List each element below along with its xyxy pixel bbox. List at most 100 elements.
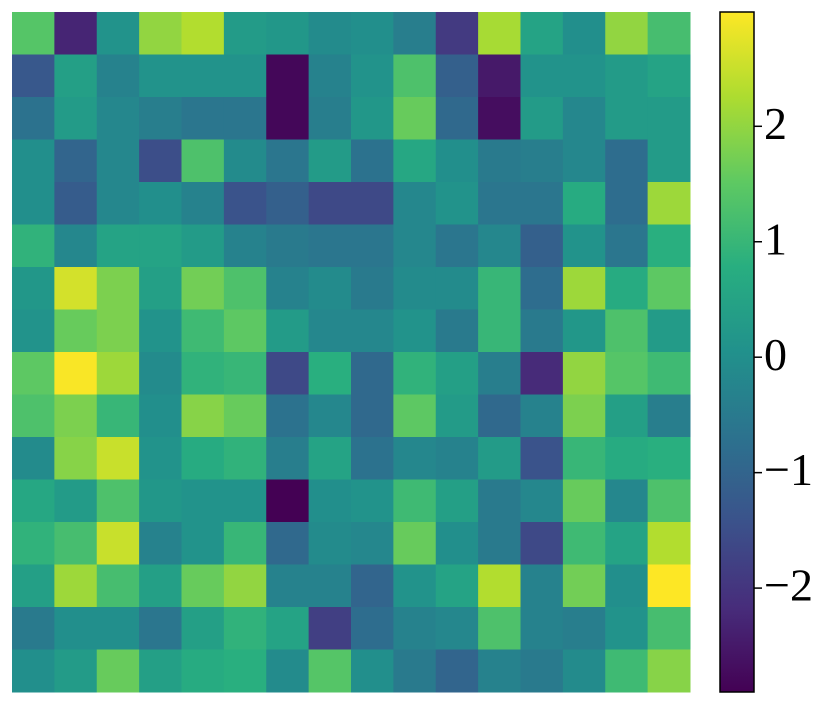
heatmap-cell: [266, 437, 310, 480]
heatmap-cell: [393, 224, 437, 268]
heatmap-cell: [647, 267, 691, 310]
heatmap-cell: [181, 12, 225, 55]
heatmap-cell: [435, 12, 479, 55]
heatmap-cell: [54, 267, 98, 310]
heatmap-cell: [266, 224, 310, 268]
heatmap-cell: [96, 437, 140, 480]
heatmap-cell: [562, 224, 606, 268]
heatmap-cell: [520, 564, 564, 608]
heatmap-cell: [520, 97, 564, 140]
heatmap-cell: [12, 309, 55, 353]
heatmap-cell: [12, 54, 55, 98]
heatmap-cell: [393, 394, 437, 438]
heatmap-cell: [647, 182, 691, 225]
heatmap-cell: [435, 182, 479, 225]
heatmap-cell: [435, 309, 479, 353]
heatmap-cell: [308, 649, 352, 693]
heatmap-cell: [351, 54, 394, 98]
heatmap-cell: [562, 479, 606, 523]
heatmap-cell: [605, 437, 649, 480]
heatmap-cell: [266, 97, 310, 140]
heatmap-cell: [96, 564, 140, 608]
colorbar-tick-label: 0: [764, 329, 787, 380]
heatmap-cell: [605, 479, 649, 523]
heatmap-cell: [520, 182, 564, 225]
heatmap-cell: [562, 97, 606, 140]
heatmap-cell: [181, 394, 225, 438]
heatmap-cell: [435, 267, 479, 310]
heatmap-cell: [478, 267, 521, 310]
heatmap-cell: [181, 564, 225, 608]
heatmap-cell: [96, 54, 140, 98]
heatmap-cell: [139, 437, 182, 480]
heatmap-cell: [435, 607, 479, 650]
heatmap-cell: [520, 479, 564, 523]
heatmap-cell: [478, 54, 521, 98]
heatmap-cell: [562, 182, 606, 225]
heatmap-cell: [435, 479, 479, 523]
heatmap-cell: [393, 479, 437, 523]
heatmap-cell: [435, 437, 479, 480]
heatmap-cell: [308, 522, 352, 565]
heatmap-cell: [54, 12, 98, 55]
heatmap-cell: [139, 54, 182, 98]
heatmap-cell: [520, 139, 564, 183]
heatmap-cell: [351, 607, 394, 650]
heatmap-cell: [96, 139, 140, 183]
heatmap-cell: [605, 522, 649, 565]
heatmap-cell: [520, 394, 564, 438]
heatmap-cell: [351, 224, 394, 268]
heatmap-cell: [223, 309, 267, 353]
heatmap-cell: [520, 54, 564, 98]
heatmap-cell: [223, 607, 267, 650]
heatmap-cell: [308, 564, 352, 608]
heatmap-cell: [562, 649, 606, 693]
heatmap-cell: [393, 97, 437, 140]
heatmap-cell: [266, 479, 310, 523]
heatmap-cell: [139, 182, 182, 225]
heatmap-cell: [351, 352, 394, 395]
heatmap-cell: [223, 522, 267, 565]
heatmap-cell: [96, 394, 140, 438]
heatmap-cell: [351, 564, 394, 608]
heatmap-cell: [181, 54, 225, 98]
heatmap-cell: [351, 182, 394, 225]
heatmap-cell: [223, 12, 267, 55]
heatmap-cell: [478, 479, 521, 523]
heatmap-cell: [605, 607, 649, 650]
heatmap-cell: [478, 352, 521, 395]
heatmap-cell: [96, 607, 140, 650]
heatmap-cell: [96, 649, 140, 693]
heatmap-cell: [139, 12, 182, 55]
heatmap-cell: [605, 54, 649, 98]
heatmap-cell: [520, 267, 564, 310]
heatmap-cell: [647, 437, 691, 480]
heatmap-cell: [605, 267, 649, 310]
heatmap-cell: [393, 607, 437, 650]
heatmap-cell: [435, 564, 479, 608]
heatmap-cell: [308, 437, 352, 480]
heatmap-cell: [647, 97, 691, 140]
heatmap-cell: [54, 522, 98, 565]
heatmap-cell: [605, 352, 649, 395]
heatmap-cell: [266, 54, 310, 98]
heatmap-cell: [223, 564, 267, 608]
heatmap-cell: [647, 139, 691, 183]
heatmap-cell: [351, 12, 394, 55]
heatmap-cell: [435, 97, 479, 140]
heatmap-cell: [139, 139, 182, 183]
heatmap-cell: [12, 522, 55, 565]
heatmap-cell: [181, 267, 225, 310]
heatmap-cell: [54, 97, 98, 140]
heatmap-cell: [647, 394, 691, 438]
heatmap-cell: [435, 522, 479, 565]
heatmap-cell: [562, 267, 606, 310]
heatmap-cell: [223, 352, 267, 395]
heatmap-cell: [223, 54, 267, 98]
heatmap-cell: [139, 649, 182, 693]
heatmap-cell: [266, 267, 310, 310]
heatmap-cell: [520, 607, 564, 650]
heatmap-cell: [351, 522, 394, 565]
heatmap-cell: [308, 97, 352, 140]
